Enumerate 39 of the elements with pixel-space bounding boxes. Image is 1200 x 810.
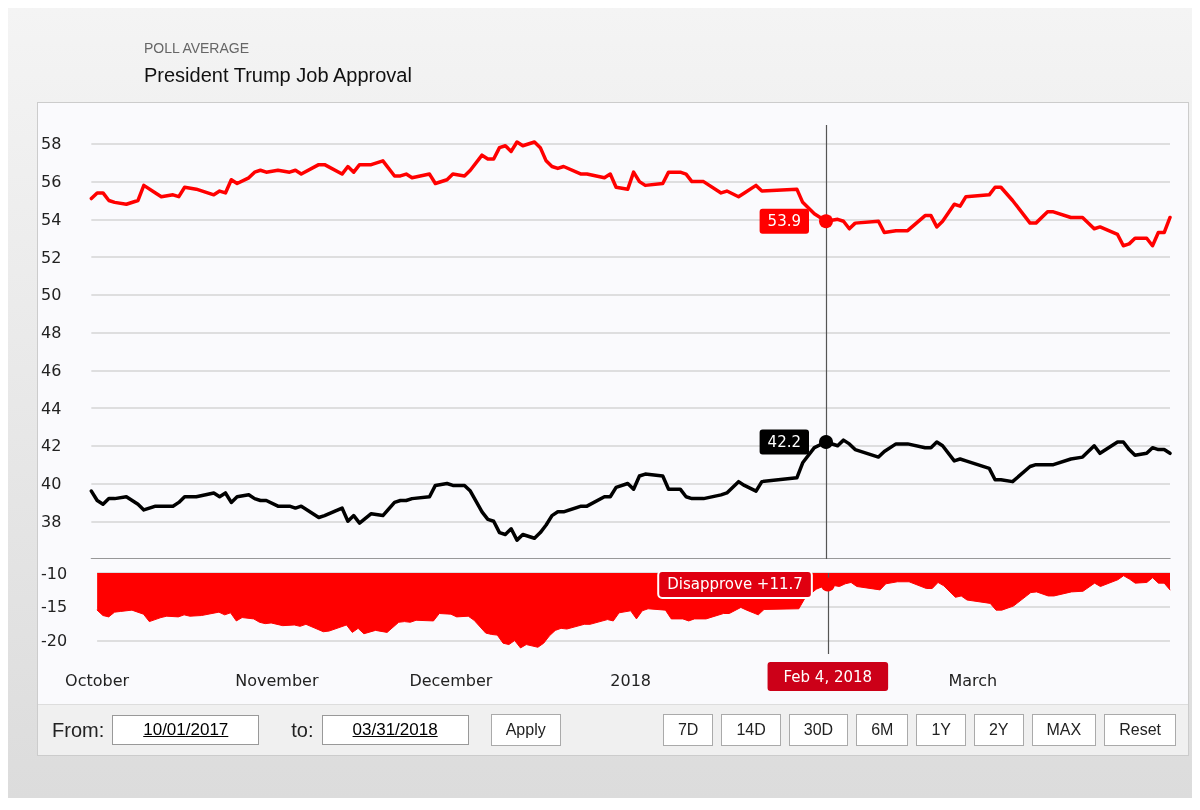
y-tick-label: -15 [40, 597, 68, 617]
button: 14D [721, 714, 781, 746]
date-field: 10/01/2017 [112, 715, 260, 745]
y-tick-label: 46 [41, 360, 62, 380]
text: to: [291, 718, 314, 742]
y-tick-label: -20 [40, 631, 68, 650]
y-tick-label: 48 [41, 323, 62, 343]
x-tick-label: 2018 [610, 670, 652, 690]
y-tick-label: -10 [40, 563, 68, 583]
ref-line-label: Feb 4, 2018 [783, 667, 873, 686]
y-tick-label: 58 [41, 134, 62, 154]
y-tick-label: 42 [41, 436, 62, 456]
y-tick-label: 40 [41, 474, 62, 494]
button: 30D [788, 714, 849, 746]
x-tick-label: December [409, 670, 493, 690]
y-tick-label: 56 [41, 172, 62, 192]
x-tick-label: March [948, 670, 998, 690]
button: 6M [856, 714, 909, 746]
y-tick-label: 54 [41, 209, 62, 229]
text: From: [52, 718, 105, 742]
y-tick-label: 52 [41, 247, 62, 267]
x-tick-label: October [65, 670, 130, 690]
line-series [89, 140, 1172, 248]
x-tick-label: November [235, 670, 319, 690]
y-tick-label: 50 [41, 285, 62, 305]
y-tick-label: 38 [41, 511, 62, 531]
date-field: 03/31/2018 [321, 715, 469, 745]
button: Reset [1104, 714, 1176, 746]
button: 2Y [973, 714, 1024, 746]
button: 1Y [916, 714, 966, 746]
button: 7D [662, 714, 714, 746]
annotation: 53.9 [767, 212, 801, 231]
annotation: Disapprove +11.7 [667, 575, 803, 594]
chart-title: President Trump Job Approval [144, 64, 413, 87]
chart-subtitle: POLL AVERAGE [144, 40, 251, 56]
button: Apply [490, 714, 561, 746]
y-tick-label: 44 [41, 398, 62, 418]
annotation: 42.2 [767, 433, 801, 452]
button: MAX [1031, 714, 1097, 746]
